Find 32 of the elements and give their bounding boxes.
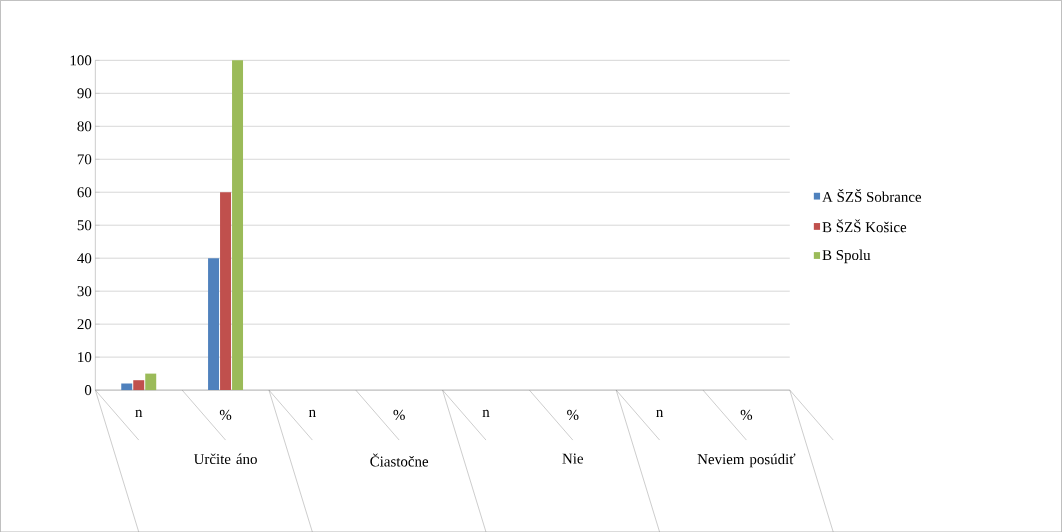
legend-label: A ŠZŠ Sobrance <box>822 188 922 202</box>
x-tick-label: % <box>740 409 753 420</box>
y-tick-label: 90 <box>77 88 92 99</box>
bar <box>121 383 133 390</box>
y-tick-label: 100 <box>70 55 92 66</box>
y-tick-label: 10 <box>78 351 92 362</box>
text: Neviem posúdiť <box>697 453 796 468</box>
y-tick-label: 30 <box>77 285 92 297</box>
bar <box>208 258 220 390</box>
x-tick-label: n <box>656 409 664 417</box>
x-tick-label: n <box>308 409 316 417</box>
x-tick-label: % <box>393 409 405 420</box>
x-tick-label: n <box>482 409 490 417</box>
legend-label: B Spolu <box>822 249 871 263</box>
bar <box>145 373 157 390</box>
y-tick-label: 0 <box>84 384 92 395</box>
bar <box>133 380 145 390</box>
text: Čiastočne <box>370 453 429 467</box>
y-tick-label: 60 <box>77 187 92 198</box>
y-tick-label: 70 <box>77 154 92 165</box>
bar <box>232 60 244 390</box>
text: Určite áno <box>193 453 257 464</box>
y-tick-label: 20 <box>77 318 92 329</box>
x-tick-label: % <box>219 409 232 420</box>
text: Nie <box>562 453 584 464</box>
y-tick-label: 50 <box>77 219 92 231</box>
legend-label: B ŠZŠ Košice <box>822 219 907 233</box>
y-tick-label: 80 <box>77 121 92 132</box>
y-tick-label: 40 <box>77 252 92 264</box>
bar <box>220 192 232 390</box>
x-tick-label: % <box>567 409 579 420</box>
x-tick-label: n <box>135 409 143 417</box>
